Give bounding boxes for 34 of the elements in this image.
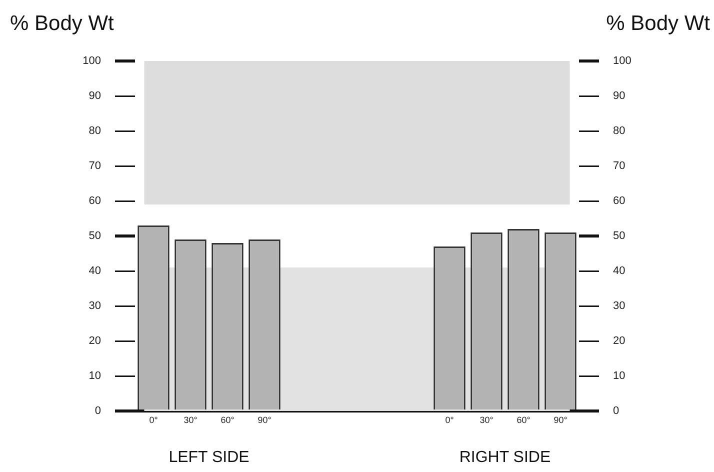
y-tick-label: 0 bbox=[94, 405, 101, 418]
y2-tick-label: 20 bbox=[613, 335, 626, 348]
text: RIGHT SIDE bbox=[459, 449, 551, 466]
y-tick-label: 80 bbox=[88, 125, 101, 138]
y-tick-label: 10 bbox=[88, 370, 101, 382]
y-tick-label: 90 bbox=[88, 90, 101, 102]
y2-tick-label: 60 bbox=[613, 195, 626, 208]
x-tick-label: 90° bbox=[554, 414, 568, 425]
text: LEFT SIDE bbox=[168, 449, 250, 466]
y2-tick-label: 70 bbox=[613, 160, 626, 172]
x-tick-label: 60° bbox=[516, 414, 531, 425]
x-tick-label: 0° bbox=[149, 414, 158, 425]
y2-tick-label: 50 bbox=[613, 230, 626, 242]
x-tick-label: 60° bbox=[220, 414, 235, 425]
y-axis-title: % Body Wt bbox=[10, 12, 114, 36]
y-tick-label: 40 bbox=[88, 265, 101, 278]
y-tick-label: 50 bbox=[88, 230, 101, 242]
y-tick-label: 30 bbox=[88, 300, 101, 312]
x-tick-label: 30° bbox=[184, 414, 198, 425]
y-tick-label: 60 bbox=[88, 195, 101, 208]
y-tick-label: 100 bbox=[82, 55, 101, 68]
x-tick-label: 90° bbox=[258, 414, 272, 425]
y2-tick-label: 100 bbox=[613, 55, 632, 68]
y2-tick-label: 90 bbox=[613, 90, 626, 102]
x-tick-label: 30° bbox=[480, 414, 494, 425]
y-tick-label: 70 bbox=[88, 160, 101, 172]
y2-tick-label: 40 bbox=[613, 265, 626, 278]
y2-tick-label: 0 bbox=[613, 405, 620, 418]
y2-tick-label: 10 bbox=[613, 370, 626, 382]
y2-axis-title: % Body Wt bbox=[606, 12, 710, 36]
y2-tick-label: 80 bbox=[613, 125, 626, 138]
y-tick-label: 20 bbox=[88, 335, 101, 348]
y2-tick-label: 30 bbox=[613, 300, 626, 312]
x-tick-label: 0° bbox=[445, 414, 454, 425]
